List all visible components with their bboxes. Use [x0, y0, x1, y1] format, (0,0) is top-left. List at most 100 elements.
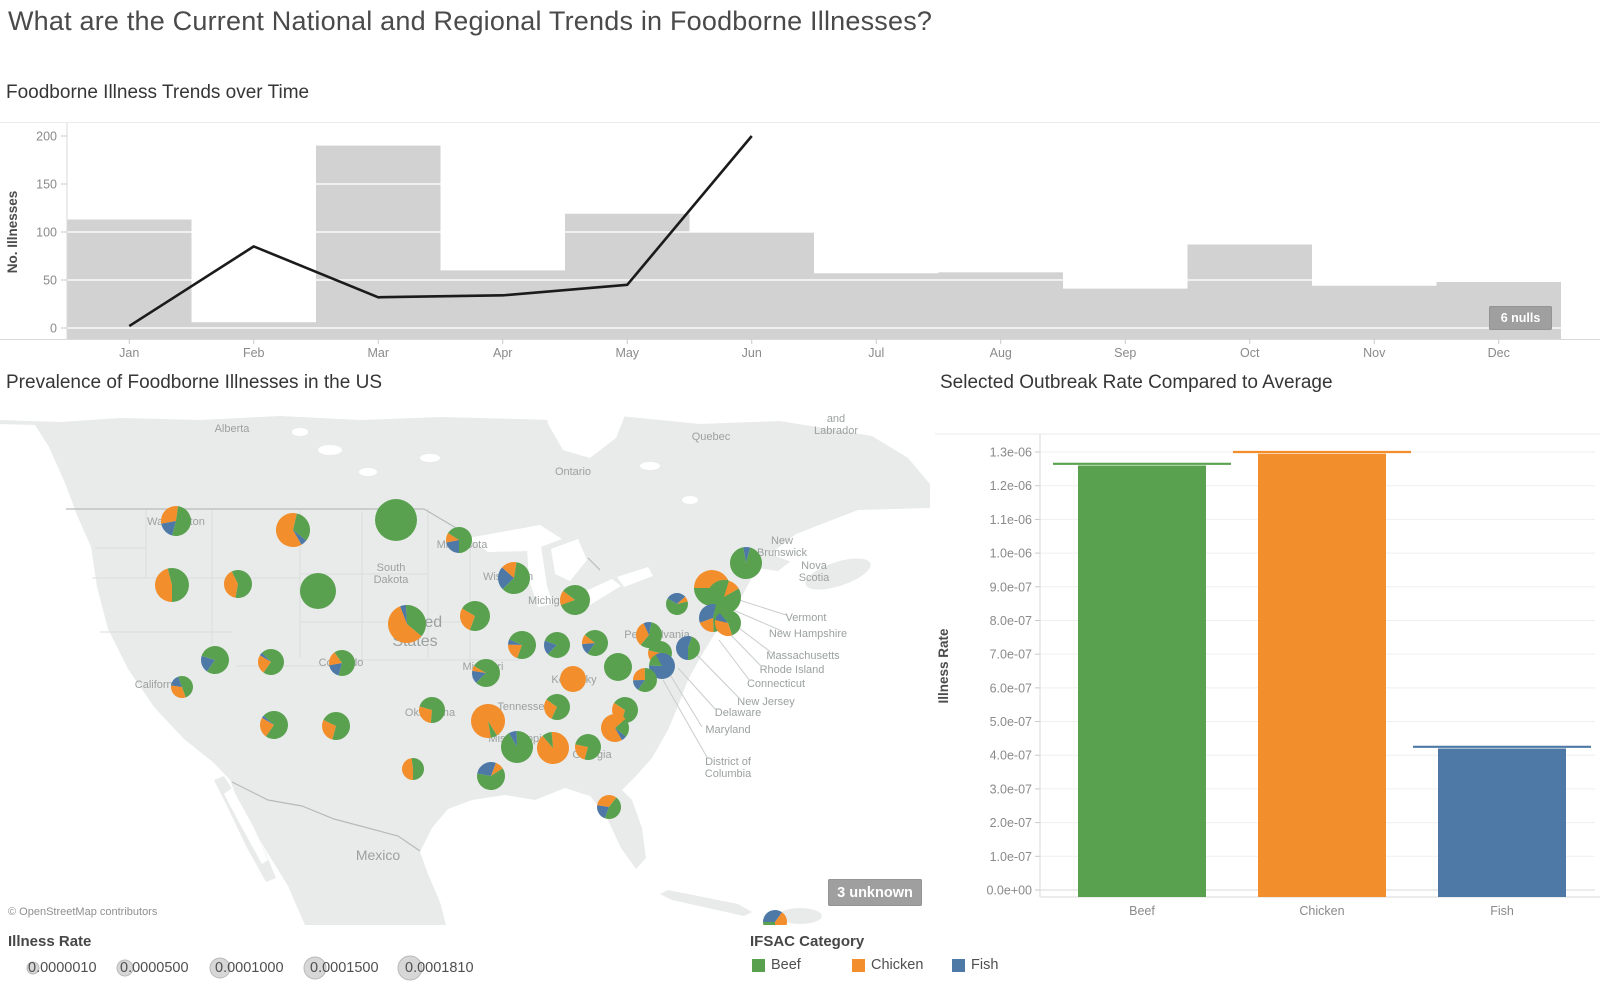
pie-slice-beef[interactable] [763, 922, 775, 925]
pie-slice-chicken[interactable] [575, 744, 588, 760]
rate-chart[interactable]: 0.0e+00 1.0e-07 2.0e-07 3.0e-07 4.0e-07 5.0e-… [935, 408, 1600, 925]
pie-slice-chicken[interactable] [472, 665, 486, 673]
map-pie[interactable] [544, 631, 571, 658]
pie-slice-fish[interactable] [698, 604, 717, 623]
trend-bar-Aug[interactable] [938, 272, 1064, 339]
pie-slice-beef[interactable] [638, 667, 658, 692]
pie-slice-chicken[interactable] [544, 699, 557, 719]
trend-bar-Oct[interactable] [1187, 244, 1313, 339]
pie-slice-fish[interactable] [259, 652, 271, 662]
pie-slice-chicken[interactable] [329, 652, 342, 666]
trend-bar-Jun[interactable] [689, 232, 815, 339]
pie-slice-beef[interactable] [546, 693, 571, 720]
pie-slice-fish[interactable] [633, 680, 645, 690]
map-pie[interactable] [508, 631, 536, 660]
map-pie[interactable] [260, 711, 289, 740]
rate-bar-Beef[interactable] [1078, 465, 1206, 897]
pie-slice-chicken[interactable] [560, 666, 586, 692]
size-legend-item[interactable]: 0.0001000 [205, 953, 284, 983]
pie-slice-beef[interactable] [688, 636, 700, 660]
pie-slice-fish[interactable] [743, 546, 751, 563]
map-pie[interactable] [387, 605, 426, 644]
rate-chart-panel[interactable]: 0.0e+00 1.0e-07 2.0e-07 3.0e-07 4.0e-07 5.0e-… [935, 408, 1600, 925]
map-pie[interactable] [498, 562, 531, 595]
pie-slice-fish[interactable] [643, 622, 652, 635]
pie-slice-fish[interactable] [508, 639, 522, 645]
pie-slice-fish[interactable] [763, 910, 783, 922]
pie-slice-chicken[interactable] [171, 685, 186, 699]
pie-slice-beef[interactable] [261, 649, 284, 676]
pie-slice-chicken[interactable] [260, 717, 274, 737]
pie-slice-fish[interactable] [498, 567, 514, 590]
pie-slice-chicken[interactable] [402, 758, 413, 780]
pie-slice-fish[interactable] [471, 670, 486, 683]
pie-slice-chicken[interactable] [715, 619, 733, 637]
trend-bar-Feb[interactable] [191, 322, 317, 339]
pie-slice-beef[interactable] [231, 570, 252, 599]
map-panel[interactable]: AlbertaOntarioQuebecandLabradorWashingto… [0, 408, 930, 925]
map-pie[interactable] [471, 703, 506, 738]
pie-slice-chicken[interactable] [471, 703, 506, 738]
pie-slice-fish[interactable] [446, 540, 459, 553]
pie-slice-beef[interactable] [719, 610, 741, 636]
map-pie[interactable] [223, 570, 252, 599]
map-pie[interactable] [375, 499, 417, 541]
map-pie[interactable] [544, 693, 571, 720]
pie-slice-chicken[interactable] [601, 713, 626, 742]
pie-slice-beef[interactable] [448, 527, 472, 553]
map-pie[interactable] [604, 653, 632, 681]
category-legend-item-fish[interactable]: Fish [952, 957, 998, 973]
map-pie[interactable] [161, 506, 192, 537]
pie-slice-beef[interactable] [293, 513, 310, 541]
pie-slice-beef[interactable] [334, 650, 355, 677]
rate-bar-Fish[interactable] [1438, 748, 1566, 897]
map-pie[interactable] [560, 666, 586, 692]
pie-slice-chicken[interactable] [445, 533, 459, 543]
nulls-badge[interactable]: 6 nulls [1489, 306, 1552, 330]
pie-slice-fish[interactable] [293, 530, 307, 545]
map-pie[interactable] [675, 636, 700, 660]
pie-slice-beef[interactable] [501, 730, 534, 763]
pie-slice-beef[interactable] [649, 654, 662, 666]
map-pie[interactable] [418, 696, 445, 723]
pie-slice-chicken[interactable] [257, 655, 271, 673]
trend-bar-Mar[interactable] [316, 145, 441, 339]
pie-slice-fish[interactable] [615, 728, 626, 741]
pie-slice-beef[interactable] [411, 758, 425, 781]
map-pie[interactable] [763, 910, 787, 925]
pie-slice-chicken[interactable] [597, 794, 617, 807]
pie-slice-chicken[interactable] [508, 644, 522, 659]
pie-slice-beef[interactable] [584, 630, 608, 657]
pie-slice-chicken[interactable] [491, 762, 503, 776]
us-map[interactable]: AlbertaOntarioQuebecandLabradorWashingto… [0, 408, 930, 925]
pie-slice-beef[interactable] [178, 675, 194, 698]
pie-slice-beef[interactable] [462, 601, 491, 632]
unknown-badge[interactable]: 3 unknown [828, 879, 922, 906]
pie-slice-beef[interactable] [604, 797, 622, 820]
map-pie[interactable] [402, 758, 425, 781]
map-pie[interactable] [648, 652, 675, 679]
pie-slice-beef[interactable] [488, 721, 497, 738]
pie-slice-chicken[interactable] [775, 912, 787, 925]
pie-slice-fish[interactable] [715, 613, 728, 623]
pie-slice-chicken[interactable] [536, 732, 569, 765]
pie-slice-beef[interactable] [323, 711, 351, 740]
pie-slice-chicken[interactable] [632, 668, 645, 681]
map-pie[interactable] [200, 646, 229, 675]
trend-bar-Jan[interactable] [67, 219, 192, 339]
map-pie[interactable] [476, 761, 505, 790]
pie-slice-chicken[interactable] [161, 506, 179, 524]
pie-slice-beef[interactable] [300, 573, 336, 609]
map-pie[interactable] [632, 667, 658, 692]
pie-slice-chicken[interactable] [635, 623, 649, 645]
pie-slice-chicken[interactable] [559, 590, 575, 606]
pie-slice-fish[interactable] [544, 640, 557, 655]
size-legend-item[interactable]: 0.0000010 [18, 953, 97, 983]
pie-slice-chicken[interactable] [581, 634, 595, 645]
pie-slice-fish[interactable] [262, 715, 274, 725]
pie-slice-chicken[interactable] [387, 606, 422, 644]
pie-slice-chicken[interactable] [418, 706, 432, 723]
map-pie[interactable] [715, 610, 741, 637]
pie-slice-fish[interactable] [161, 521, 176, 536]
map-pie[interactable] [665, 593, 688, 615]
